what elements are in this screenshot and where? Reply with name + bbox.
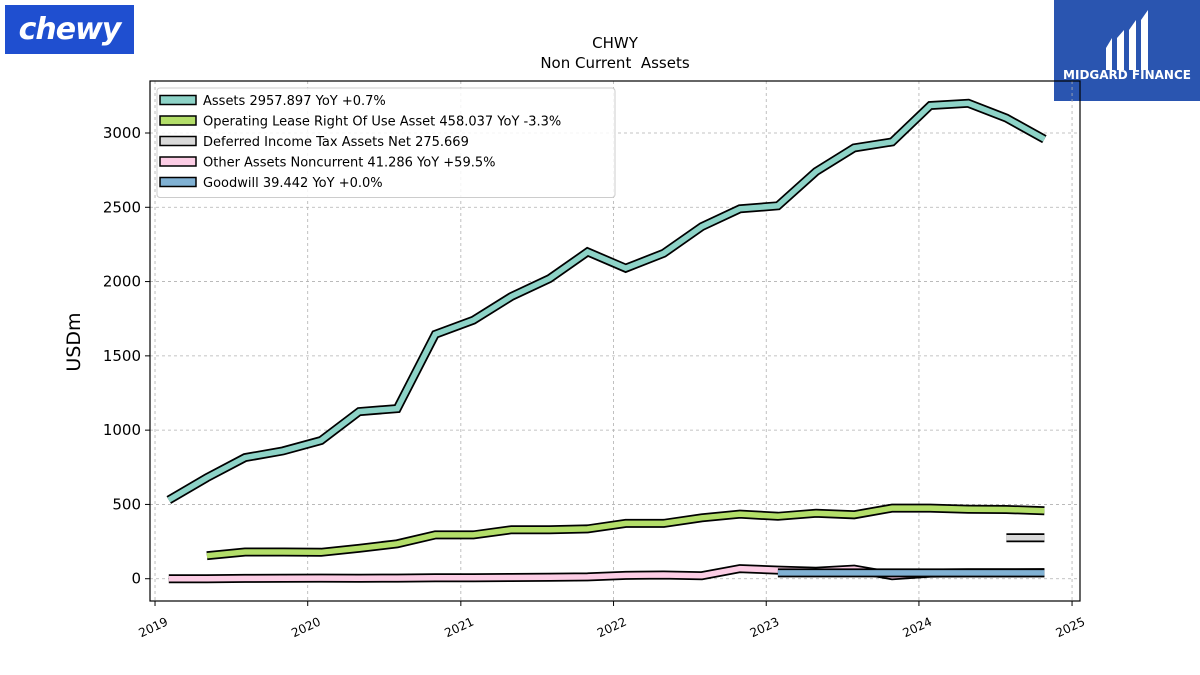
y-tick-label: 0: [131, 570, 141, 588]
midgard-emblem-icon: [1106, 10, 1148, 70]
legend-entry: Other Assets Noncurrent 41.286 YoY +59.5…: [203, 156, 495, 171]
legend-entry: Operating Lease Right Of Use Asset 458.0…: [203, 115, 561, 130]
x-tick-label: 2019: [137, 615, 171, 641]
midgard-finance-logo: MIDGARD FINANCE: [1054, 0, 1200, 101]
y-axis-label: USDm: [63, 312, 85, 371]
x-tick-label: 2022: [595, 615, 629, 641]
y-tick-label: 1500: [103, 347, 141, 365]
x-tick-label: 2023: [748, 615, 782, 641]
legend-entry: Goodwill 39.442 YoY +0.0%: [203, 176, 383, 191]
chart-title: CHWY: [592, 34, 639, 52]
y-tick-label: 2000: [103, 273, 141, 291]
x-tick-label: 2025: [1054, 615, 1088, 641]
y-tick-label: 3000: [103, 124, 141, 142]
plot-frame: [149, 80, 1081, 602]
midgard-logo-text: MIDGARD FINANCE: [1063, 68, 1191, 82]
x-tick-label: 2021: [442, 615, 476, 641]
chart-subtitle: Non Current Assets: [540, 54, 690, 72]
x-tick-label: 2020: [289, 615, 323, 641]
chewy-logo-text: chewy: [18, 12, 122, 47]
y-tick-label: 2500: [103, 198, 141, 216]
y-tick-label: 500: [112, 495, 141, 513]
legend-swatch: [159, 94, 197, 106]
series-line-operating-lease-right-of-use-asset: [206, 505, 1045, 559]
chewy-logo: chewy: [5, 5, 134, 54]
legend-swatch: [159, 156, 197, 167]
y-tick-label: 1000: [103, 421, 141, 439]
legend-entry: Deferred Income Tax Assets Net 275.669: [203, 135, 469, 150]
series-line-assets: [167, 100, 1046, 503]
legend-swatch: [159, 115, 197, 126]
legend-box: [156, 87, 616, 198]
legend-entry: Assets 2957.897 YoY +0.7%: [203, 94, 386, 109]
legend-swatch: [159, 135, 197, 147]
x-tick-label: 2024: [900, 615, 934, 641]
legend-swatch: [159, 176, 197, 188]
